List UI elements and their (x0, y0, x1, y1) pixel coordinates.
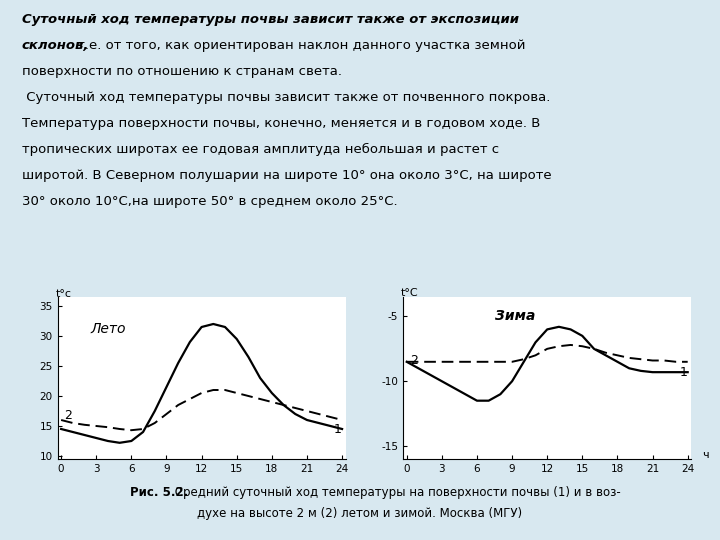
Text: тропических широтах ее годовая амплитуда небольшая и растет с: тропических широтах ее годовая амплитуда… (22, 143, 499, 156)
Text: поверхности по отношению к странам света.: поверхности по отношению к странам света… (22, 65, 341, 78)
Text: духе на высоте 2 м (2) летом и зимой. Москва (МГУ): духе на высоте 2 м (2) летом и зимой. Мо… (197, 507, 523, 519)
Text: ч: ч (702, 450, 708, 460)
Text: Лето: Лето (91, 322, 126, 336)
Text: t°C: t°C (401, 288, 418, 298)
Text: склонов,: склонов, (22, 39, 89, 52)
Text: Зима: Зима (495, 309, 535, 323)
Text: Суточный ход температуры почвы зависит также от почвенного покрова.: Суточный ход температуры почвы зависит т… (22, 91, 550, 104)
Text: 2: 2 (410, 354, 418, 367)
Text: 2: 2 (65, 409, 73, 422)
Text: т.е. от того, как ориентирован наклон данного участка земной: т.е. от того, как ориентирован наклон да… (73, 39, 526, 52)
Text: 30° около 10°С,на широте 50° в среднем около 25°С.: 30° около 10°С,на широте 50° в среднем о… (22, 195, 397, 208)
Text: t°c: t°c (55, 289, 71, 299)
Text: широтой. В Северном полушарии на широте 10° она около 3°С, на широте: широтой. В Северном полушарии на широте … (22, 169, 552, 182)
Text: 1: 1 (680, 366, 688, 379)
Text: Рис. 5.2.: Рис. 5.2. (130, 486, 188, 499)
Text: Средний суточный ход температуры на поверхности почвы (1) и в воз-: Средний суточный ход температуры на пове… (171, 486, 621, 499)
Text: Температура поверхности почвы, конечно, меняется и в годовом ходе. В: Температура поверхности почвы, конечно, … (22, 117, 540, 130)
Text: Суточный ход температуры почвы зависит также от экспозиции: Суточный ход температуры почвы зависит т… (22, 14, 518, 26)
Text: 1: 1 (334, 423, 342, 436)
